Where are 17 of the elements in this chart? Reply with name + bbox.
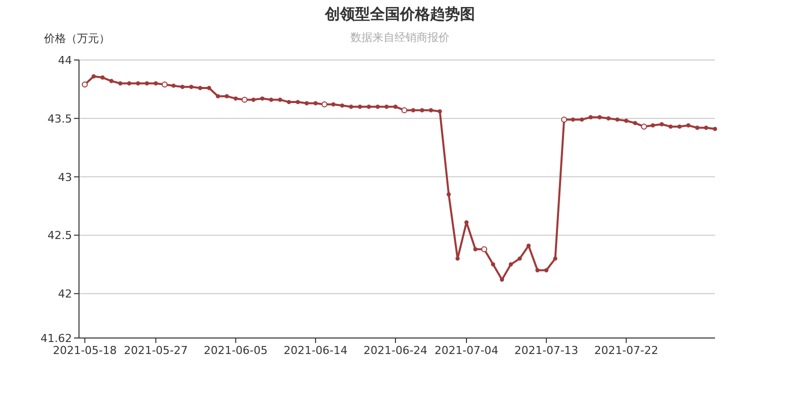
- x-tick-label: 2021-07-22: [594, 344, 658, 357]
- y-tick-label: 44: [58, 54, 72, 67]
- y-tick-label: 43: [58, 170, 72, 184]
- x-tick-label: 2021-06-24: [363, 344, 428, 357]
- y-tick-label: 41.62: [40, 332, 72, 345]
- x-tick-label: 2021-07-04: [434, 344, 498, 357]
- x-tick-label: 2021-05-18: [52, 344, 117, 357]
- y-tick-label: 43.5: [48, 112, 72, 126]
- chart-subtitle: 数据来自经销商报价: [350, 31, 450, 44]
- chart-title: 创领型全国价格趋势图: [324, 5, 475, 23]
- y-axis-title: 价格（万元）: [43, 32, 110, 45]
- x-tick-label: 2021-06-05: [204, 344, 268, 357]
- y-tick-label: 42.5: [48, 229, 72, 242]
- x-tick-label: 2021-05-27: [124, 344, 188, 357]
- x-tick-label: 2021-07-13: [514, 344, 578, 357]
- y-tick-label: 42: [58, 288, 72, 301]
- x-tick-label: 2021-06-14: [284, 344, 348, 357]
